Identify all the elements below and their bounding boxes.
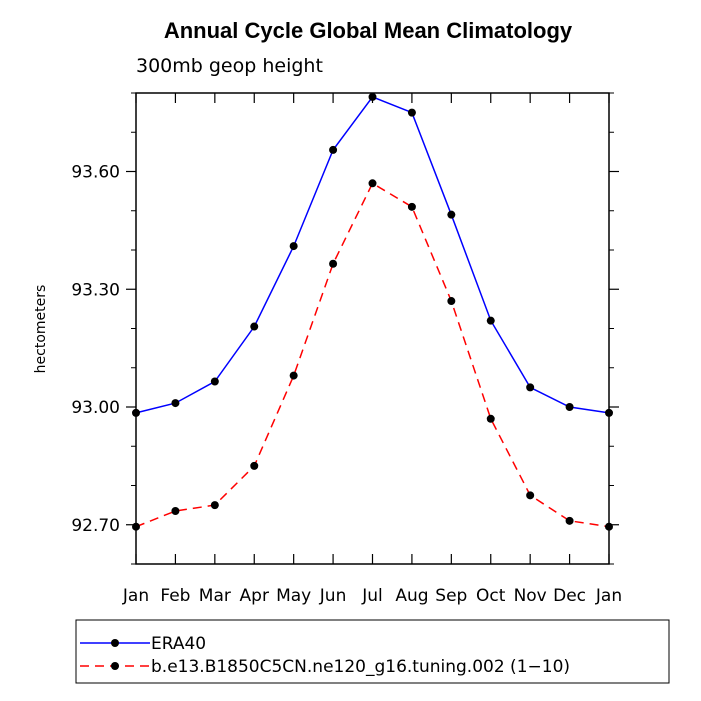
data-point-0 — [250, 322, 259, 331]
data-point-0 — [407, 108, 416, 117]
legend-label-1: b.e13.B1850C5CN.ne120_g16.tuning.002 (1−… — [151, 657, 570, 677]
y-tick-label: 93.60 — [71, 163, 120, 183]
x-tick-label: Sep — [435, 586, 467, 606]
data-point-1 — [526, 491, 535, 500]
legend-box — [75, 619, 670, 684]
data-point-0 — [329, 145, 338, 154]
legend-label-0: ERA40 — [151, 634, 206, 654]
data-point-1 — [289, 371, 298, 380]
x-tick-label: Nov — [514, 586, 547, 606]
x-tick-label: Jan — [595, 586, 622, 606]
x-tick-label: Jun — [319, 586, 347, 606]
series-line-0 — [135, 95, 610, 414]
data-point-1 — [329, 259, 338, 268]
data-point-0 — [526, 383, 535, 392]
series-layer — [132, 92, 613, 531]
data-point-0 — [447, 210, 456, 219]
legend-marker-1 — [111, 662, 119, 670]
y-tick-label: 92.70 — [71, 516, 120, 536]
data-point-0 — [486, 316, 495, 325]
data-point-1 — [210, 501, 219, 510]
plot-frame — [135, 92, 610, 565]
chart-title: Annual Cycle Global Mean Climatology — [164, 18, 573, 43]
data-point-1 — [565, 516, 574, 525]
data-point-0 — [171, 399, 180, 408]
data-point-0 — [210, 377, 219, 386]
x-tick-label: Apr — [240, 586, 269, 606]
y-tick-label: 93.30 — [71, 280, 120, 300]
data-point-0 — [368, 92, 377, 101]
axis-ticks — [126, 92, 619, 565]
data-point-1 — [368, 179, 377, 188]
x-tick-label: Jul — [361, 586, 383, 606]
x-tick-labels: Jan Feb Mar Apr May Jun Jul Aug Sep Oct Nov Dec Jan — [122, 586, 622, 606]
x-tick-label: Feb — [160, 586, 190, 606]
x-tick-label: Dec — [553, 586, 586, 606]
y-tick-label: 93.00 — [71, 398, 120, 418]
data-point-1 — [171, 507, 180, 516]
data-point-1 — [250, 461, 259, 470]
x-tick-label: Jan — [122, 586, 149, 606]
data-point-0 — [565, 403, 574, 411]
x-tick-label: Aug — [395, 586, 428, 606]
legend: ERA40 b.e13.B1850C5CN.ne120_g16.tuning.00… — [75, 619, 670, 684]
data-point-1 — [447, 297, 456, 306]
legend-marker-0 — [111, 639, 119, 647]
chart-subtitle: 300mb geop height — [136, 55, 323, 77]
y-axis-label: hectometers — [33, 285, 49, 374]
series-line-1 — [135, 182, 610, 528]
y-tick-labels: 92.70 93.00 93.30 93.60 — [71, 163, 120, 536]
x-tick-label: Oct — [476, 586, 506, 606]
x-tick-label: May — [276, 586, 311, 606]
data-point-1 — [486, 414, 495, 423]
x-tick-label: Mar — [199, 586, 231, 606]
data-point-1 — [407, 202, 416, 211]
legend-items: ERA40 b.e13.B1850C5CN.ne120_g16.tuning.00… — [80, 634, 570, 677]
data-point-0 — [289, 242, 298, 251]
